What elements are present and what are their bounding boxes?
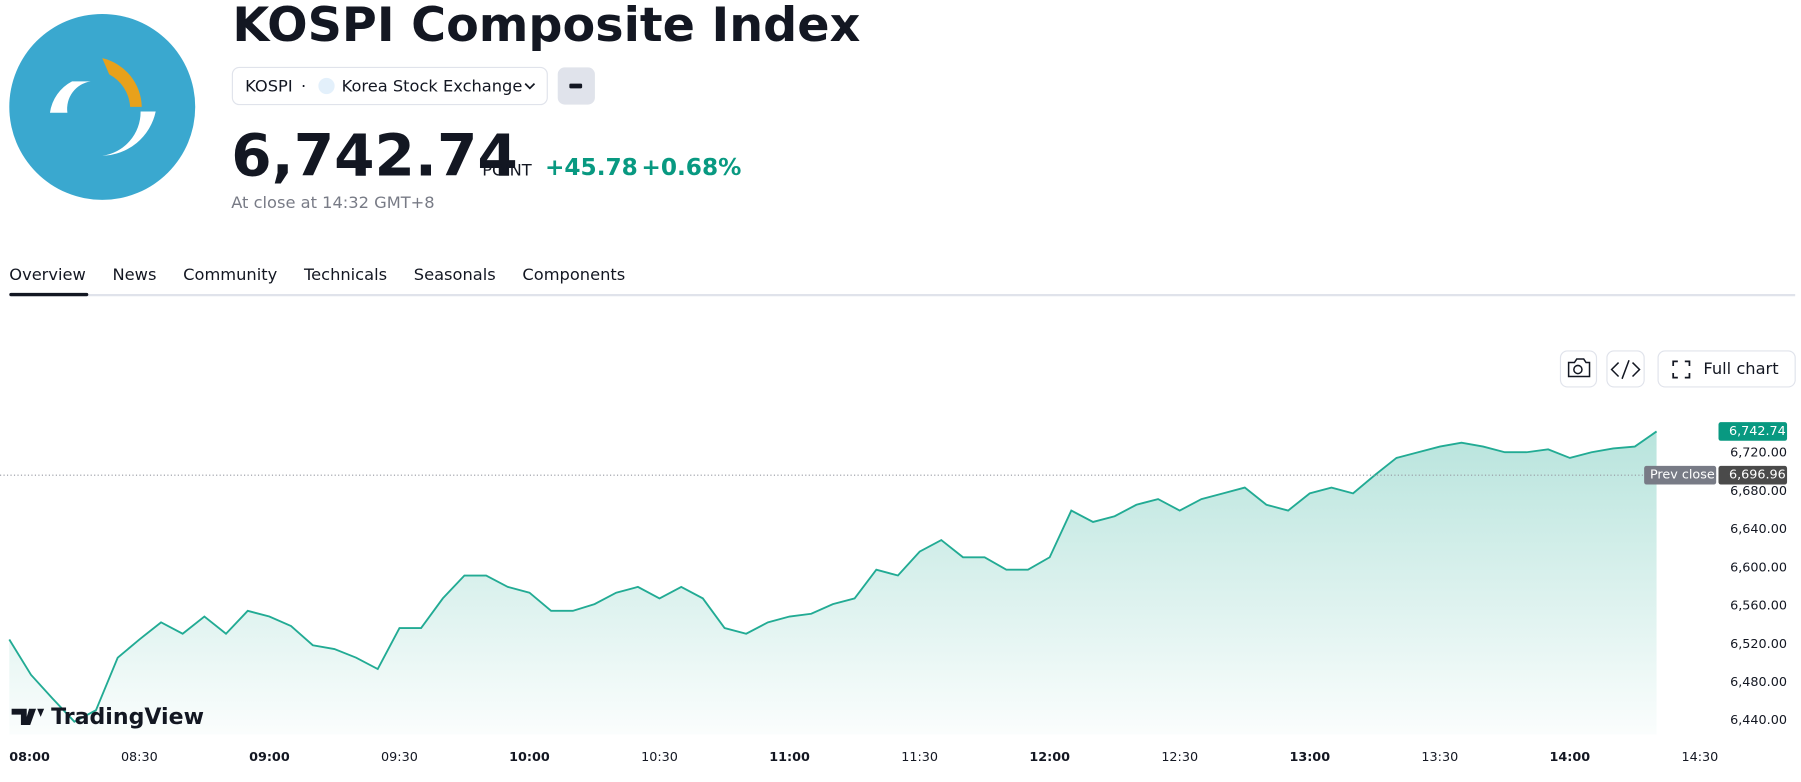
price-unit: POINT (482, 160, 532, 179)
x-tick-label: 12:30 (1161, 750, 1198, 765)
chart: 6,440.00 6,480.00 6,520.00 6,560.00 6,600.00… (0, 422, 1788, 765)
tab[interactable]: Overview (9, 265, 86, 284)
watermark: TradingView (51, 705, 204, 730)
watermark-logo (11, 708, 45, 726)
y-tick-label: 6,600.00 (1730, 560, 1787, 575)
chevron (524, 83, 536, 90)
page-title: KOSPI Composite Index (232, 0, 860, 53)
symbol-pill[interactable] (231, 66, 548, 106)
tab[interactable]: Seasonals (414, 265, 496, 284)
x-tick-label: 10:30 (641, 750, 678, 765)
exchange-icon (318, 77, 335, 95)
change-percent: +0.68% (641, 154, 741, 181)
y-tick-label: 6,520.00 (1730, 637, 1787, 652)
last-price-label: 6,742.74 (1729, 424, 1786, 439)
price: 6,742.74 (231, 121, 518, 189)
y-tick-label: 6,640.00 (1730, 522, 1787, 537)
full-chart-button[interactable] (1657, 350, 1796, 388)
exchange: Korea Stock Exchange (342, 77, 523, 96)
x-tick-label: 14:30 (1682, 750, 1719, 765)
tab[interactable]: Components (522, 265, 625, 284)
prev-close-box (1718, 465, 1788, 485)
x-tick-label: 09:00 (249, 750, 290, 765)
y-tick-label: 6,680.00 (1730, 484, 1787, 499)
dash-icon (569, 83, 583, 89)
x-tick-label: 13:00 (1289, 750, 1330, 765)
tab[interactable]: Community (183, 265, 277, 284)
x-tick-label: 08:00 (9, 750, 50, 765)
last-price-box (1718, 422, 1788, 441)
tab[interactable]: News (113, 265, 157, 284)
tab[interactable]: Technicals (303, 265, 387, 284)
x-tick-label: 11:00 (769, 750, 810, 765)
x-tick-label: 11:30 (901, 750, 938, 765)
x-tick-label: 10:00 (509, 750, 550, 765)
logo (9, 13, 196, 200)
x-tick-label: 09:30 (381, 750, 418, 765)
camera-lens (1573, 364, 1583, 375)
status: At close at 14:32 GMT+8 (231, 193, 434, 212)
y-tick-label: 6,560.00 (1730, 599, 1787, 614)
y-tick-label: 6,440.00 (1730, 713, 1787, 728)
y-tick-label: 6,480.00 (1730, 675, 1787, 690)
active-tab-indicator (9, 292, 89, 297)
camera-icon (1567, 358, 1591, 378)
separator: · (301, 77, 306, 96)
x-tick-label: 14:00 (1550, 750, 1591, 765)
x-tick-label: 12:00 (1029, 750, 1070, 765)
change: +45.78 (545, 154, 638, 181)
snapshot-button[interactable] (1559, 350, 1598, 388)
prev-close-name: Prev close (1650, 468, 1715, 483)
y-tick-label: 6,720.00 (1730, 446, 1787, 461)
symbol: KOSPI (245, 77, 292, 96)
x-tick-label: 13:30 (1421, 750, 1458, 765)
code-icon (1610, 359, 1641, 380)
price-line (8, 430, 1658, 723)
full-chart-label: Full chart (1703, 359, 1778, 378)
x-tick-label: 08:30 (121, 750, 158, 765)
prev-close-label: 6,696.96 (1729, 468, 1786, 483)
tabs: Overview News Community Technicals Seasonals… (9, 265, 625, 284)
prev-close-tag (1644, 465, 1717, 485)
area-fill (9, 431, 1657, 735)
expand-icon (1672, 360, 1691, 379)
